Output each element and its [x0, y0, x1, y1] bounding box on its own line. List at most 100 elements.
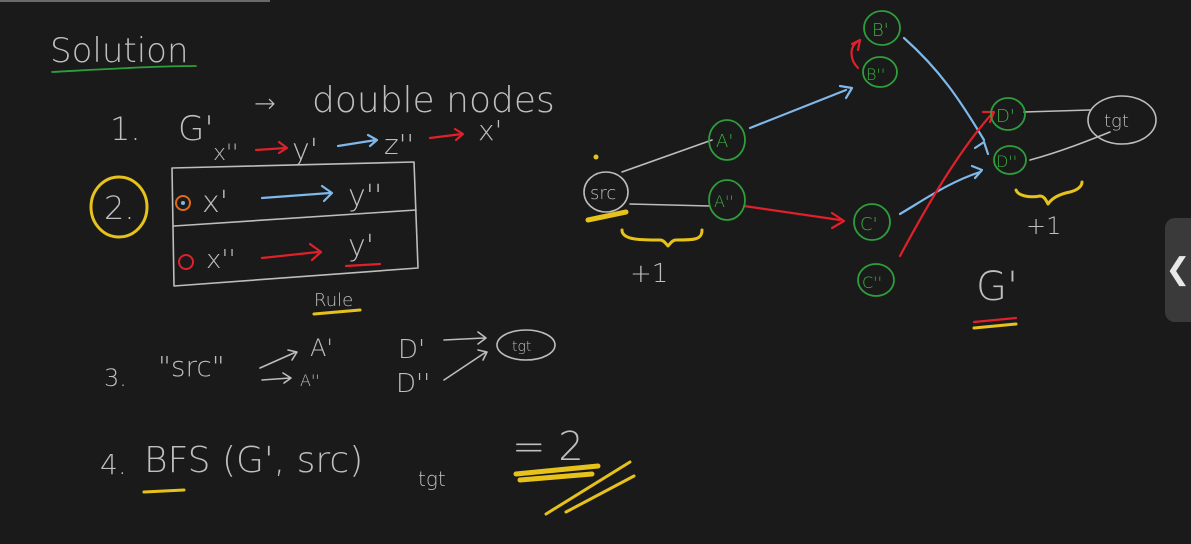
- rule-row1-to: y'': [348, 179, 382, 214]
- step1-arrow: →: [254, 89, 276, 119]
- rule-row2-to: y': [348, 229, 374, 264]
- rule-box-divider: [173, 209, 417, 227]
- edge-src-a1: [621, 139, 713, 173]
- node-src[interactable]: [583, 171, 629, 213]
- graph-label-highlight-red: [972, 316, 1018, 324]
- step4-result: = 2: [512, 424, 584, 470]
- step3-src: "src": [158, 350, 225, 383]
- chain-arrow-1: [254, 146, 288, 152]
- step4-sub: tgt: [418, 467, 446, 491]
- node-c2-label: C'': [862, 273, 882, 292]
- step1-graph: G': [178, 109, 214, 149]
- edge-d2-tgt: [1029, 131, 1111, 161]
- rule-row1-arrowhead: [320, 184, 334, 203]
- step4-text: BFS (G', src): [144, 440, 363, 481]
- top-rule: [0, 0, 270, 2]
- chain-arrow-3: [428, 132, 464, 140]
- step4-bfs-underline: [142, 488, 186, 494]
- edge-b1-b2-head: [850, 38, 862, 52]
- step2-circle: [89, 175, 149, 239]
- node-c2[interactable]: [857, 263, 895, 297]
- edge-b1-d2-head: [973, 140, 990, 156]
- edge-a2-c1-head: [830, 211, 846, 230]
- step3-a1: A': [310, 334, 333, 362]
- step3-arrow-down: [261, 372, 292, 384]
- heading: Solution: [50, 31, 189, 71]
- node-b1-label: B': [872, 20, 889, 41]
- node-a1[interactable]: [708, 119, 746, 161]
- node-tgt[interactable]: [1087, 95, 1157, 145]
- node-d2[interactable]: [993, 145, 1027, 175]
- chain-arrowhead-1: [277, 140, 289, 155]
- edge-b1-d2: [902, 36, 986, 142]
- rule-row1-dot: [175, 195, 191, 211]
- step3-tgt-node: [496, 329, 556, 361]
- node-c1-label: C': [860, 214, 878, 235]
- plus-right: +1: [1026, 212, 1061, 240]
- step1-text: double nodes: [312, 80, 555, 121]
- rule-row1-dot-core: [181, 201, 185, 205]
- chain-arrow-2: [336, 138, 378, 148]
- step4-result-strokes: [544, 460, 636, 516]
- node-b1[interactable]: [863, 10, 901, 46]
- edge-d1-tgt: [1023, 109, 1091, 113]
- step3-d2: D'': [396, 369, 430, 399]
- step3-tgt: tgt: [512, 339, 531, 355]
- edge-c2-d1: [898, 114, 992, 258]
- node-a2[interactable]: [708, 179, 746, 221]
- edge-c1-d2: [898, 170, 982, 216]
- graph-label: G': [976, 264, 1018, 310]
- rule-row2-arrow: [260, 250, 320, 260]
- chain-arrowhead-3: [453, 127, 465, 142]
- step3-a2: A'': [300, 371, 320, 390]
- step1-number: 1.: [110, 110, 141, 148]
- rule-row1-from: x': [202, 185, 228, 220]
- plus-left: +1: [630, 259, 668, 289]
- rule-row2-from: x'': [206, 245, 236, 275]
- rule-box: [171, 161, 419, 287]
- edge-c1-d2-head: [970, 164, 984, 180]
- chevron-left-icon: ❮: [1165, 252, 1191, 287]
- edge-a2-c1: [742, 204, 842, 222]
- rule-row2-dot: [178, 254, 194, 270]
- step4-number: 4.: [100, 448, 127, 481]
- brace-left: [620, 228, 704, 248]
- node-a2-label: A'': [714, 192, 734, 211]
- chain-x2: x'': [213, 141, 238, 166]
- rule-row1-arrow: [260, 191, 332, 200]
- step3-arrow-up: [259, 349, 298, 369]
- node-d1[interactable]: [990, 97, 1026, 131]
- step3-arrow-d1: [443, 331, 487, 345]
- heading-underline: [51, 65, 197, 73]
- rule-caption: Rule: [314, 290, 353, 311]
- node-src-highlight: [585, 209, 629, 223]
- edge-src-a2: [629, 203, 711, 207]
- chain-x1: x': [478, 114, 502, 147]
- edge-a1-b2-head: [838, 84, 854, 100]
- step2-number: 2.: [104, 189, 135, 227]
- step3-d1: D': [398, 335, 425, 365]
- chain-y1: y': [292, 133, 318, 168]
- src-marker-dot: [593, 154, 599, 160]
- node-c1[interactable]: [853, 203, 891, 241]
- step4-result-highlight: [513, 463, 601, 483]
- step3-arrow-d2: [443, 349, 488, 381]
- chain-z2: z'': [384, 128, 414, 161]
- node-d2-label: D'': [996, 152, 1017, 171]
- side-panel-toggle[interactable]: ❮: [1165, 218, 1191, 322]
- chain-arrowhead-2: [366, 133, 379, 148]
- brace-right: [1014, 180, 1084, 206]
- node-a1-label: A': [716, 131, 733, 152]
- step3-number: 3.: [104, 364, 127, 392]
- node-src-label: src: [590, 183, 616, 204]
- rule-caption-underline: [312, 308, 362, 316]
- node-tgt-label: tgt: [1104, 111, 1129, 132]
- graph-label-highlight-yellow: [972, 322, 1018, 330]
- edge-a1-b2: [748, 88, 848, 130]
- node-b2-label: B'': [866, 65, 885, 84]
- node-b2[interactable]: [862, 56, 898, 88]
- node-d1-label: D': [996, 106, 1015, 127]
- rule-row2-underline: [344, 262, 382, 268]
- rule-row2-arrowhead: [308, 242, 323, 262]
